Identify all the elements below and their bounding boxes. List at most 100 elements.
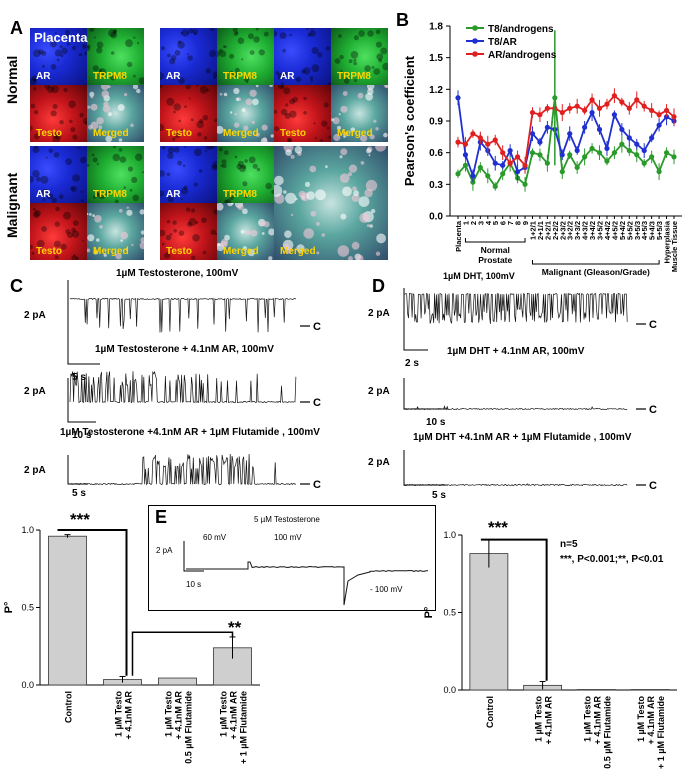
- panel-e-v60: 60 mV: [203, 533, 227, 542]
- cell-nucleus: [378, 58, 383, 63]
- cell-nucleus: [30, 244, 34, 250]
- cell-nucleus: [160, 123, 165, 132]
- micro-r0-c2-trpm8-label: TRPM8: [337, 71, 371, 82]
- cell-nucleus: [201, 217, 207, 223]
- cell-nucleus: [217, 203, 224, 211]
- pearson-x-tick-label: 5+5/3: [655, 221, 664, 240]
- pearson-x-tick-label: 4: [484, 220, 493, 225]
- cell-nucleus: [87, 212, 89, 216]
- pearson-series-1-point: [611, 112, 618, 118]
- panel-c-label: C: [10, 276, 23, 296]
- cell-nucleus: [280, 108, 288, 116]
- cell-nucleus: [229, 53, 235, 59]
- cell-nucleus: [348, 256, 353, 260]
- cell-nucleus: [33, 133, 40, 140]
- pearson-series-2-point: [559, 109, 565, 116]
- cell-nucleus: [90, 103, 98, 111]
- cell-nucleus: [285, 149, 292, 156]
- cell-nucleus: [75, 256, 79, 260]
- cell-nucleus: [359, 212, 370, 223]
- cell-nucleus: [182, 164, 186, 168]
- micro-r0-c2-merged: Merged: [331, 85, 388, 142]
- cell-nucleus: [178, 119, 181, 123]
- barL-category-label: + 4.1nM AR: [174, 691, 184, 740]
- cell-nucleus: [382, 62, 388, 71]
- cell-nucleus: [268, 256, 273, 260]
- cell-nucleus: [314, 137, 317, 140]
- pearson-y-tick-label: 0.6: [429, 148, 443, 159]
- pearson-series-1-point: [589, 109, 595, 116]
- cell-nucleus: [236, 163, 242, 170]
- c1-trace: [69, 297, 297, 333]
- cell-nucleus: [32, 146, 40, 154]
- cell-nucleus: [141, 171, 144, 174]
- cell-nucleus: [169, 58, 176, 65]
- cell-nucleus: [50, 40, 57, 48]
- cell-nucleus: [50, 110, 57, 117]
- cell-nucleus: [35, 176, 41, 182]
- cell-nucleus: [367, 30, 374, 37]
- cell-nucleus: [206, 89, 210, 92]
- trace-c3-title: 1µM Testosterone +4.1nM AR + 1µM Flutami…: [60, 427, 320, 438]
- cell-nucleus: [211, 164, 217, 171]
- cell-nucleus: [101, 85, 109, 91]
- cell-nucleus: [167, 152, 174, 159]
- cell-nucleus: [92, 214, 95, 217]
- d1-scale-pa: 2 pA: [368, 308, 390, 319]
- pearson-series-1-point: [656, 122, 662, 128]
- pearson-x-tick-label: 3+5/2: [596, 221, 605, 240]
- cell-nucleus: [112, 153, 121, 162]
- cell-nucleus: [309, 76, 314, 80]
- cell-nucleus: [82, 239, 85, 242]
- legend-marker-2: [472, 51, 478, 57]
- d2-scale-bars: [403, 378, 448, 410]
- cell-nucleus: [82, 44, 87, 49]
- cell-nucleus: [177, 40, 182, 44]
- cell-nucleus: [223, 92, 228, 97]
- pearson-x-tick-label: 7: [506, 221, 515, 225]
- cell-nucleus: [364, 65, 371, 72]
- pearson-series-0-point: [559, 169, 565, 175]
- cell-nucleus: [30, 175, 35, 183]
- cell-nucleus: [303, 228, 314, 239]
- barL-y-tick-label: 1.0: [21, 525, 34, 535]
- cell-nucleus: [310, 28, 314, 30]
- cell-nucleus: [70, 185, 77, 193]
- cell-nucleus: [219, 92, 223, 96]
- pearson-series-1-point: [649, 135, 655, 141]
- trace-c2-title: 1µM Testosterone + 4.1nM AR, 100mV: [95, 344, 274, 355]
- cell-nucleus: [290, 154, 295, 159]
- cell-nucleus: [351, 194, 360, 202]
- cell-nucleus: [358, 30, 365, 37]
- barR-category-label: + 4.1nM AR: [544, 696, 554, 745]
- cell-nucleus: [92, 195, 97, 199]
- cell-nucleus: [237, 203, 244, 211]
- cell-nucleus: [219, 50, 227, 58]
- cell-nucleus: [245, 80, 249, 84]
- cell-nucleus: [338, 34, 342, 38]
- micro-r1-c1-merged-label: Merged: [223, 246, 259, 257]
- micro-r0-c2-ar-texture: [274, 28, 331, 85]
- cell-nucleus: [136, 88, 141, 94]
- pearson-x-tick-label: 5: [491, 221, 500, 225]
- cell-nucleus: [181, 187, 189, 195]
- cell-nucleus: [184, 146, 187, 148]
- cell-nucleus: [42, 198, 46, 202]
- cell-nucleus: [187, 221, 193, 227]
- cell-nucleus: [284, 72, 288, 75]
- cell-nucleus: [263, 221, 270, 228]
- c3-closed-label: C: [313, 479, 321, 491]
- cell-nucleus: [274, 30, 278, 37]
- pearson-series-2-point: [596, 105, 603, 111]
- cell-nucleus: [313, 122, 316, 125]
- cell-nucleus: [54, 255, 59, 260]
- pearson-series-1-point: [544, 124, 550, 130]
- group-normal-label: Prostate: [478, 255, 512, 265]
- pearson-series-2-point: [656, 112, 662, 118]
- cell-nucleus: [65, 229, 71, 234]
- cell-nucleus: [63, 211, 71, 220]
- cell-nucleus: [304, 181, 311, 187]
- cell-nucleus: [244, 194, 248, 199]
- cell-nucleus: [69, 119, 73, 124]
- cell-nucleus: [262, 137, 268, 142]
